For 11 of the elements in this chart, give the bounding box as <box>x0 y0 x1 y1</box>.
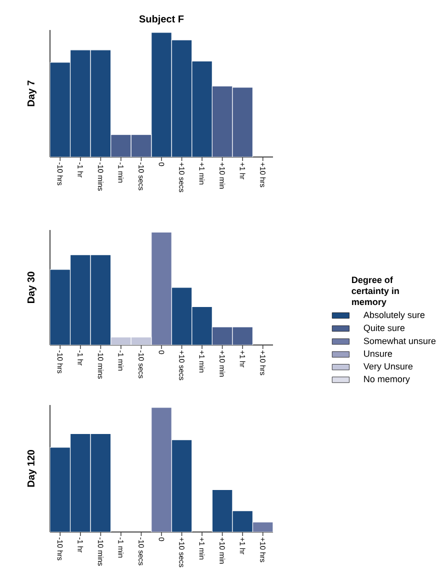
y-axis-title: Day 30 <box>27 272 36 303</box>
y-axis-title: Day 120 <box>27 450 36 487</box>
legend-label: Quite sure <box>364 324 405 333</box>
legend-label: Very Unsure <box>363 363 413 372</box>
legend-label: Absolutely sure <box>363 311 425 320</box>
chart-title: Subject F <box>139 15 184 24</box>
legend-label: Somewhat unsure <box>364 338 436 344</box>
legend-title: Degree of certainty in memory <box>352 276 399 307</box>
legend-label: No memory <box>364 376 410 384</box>
legend-label: Unsure <box>364 350 392 357</box>
y-axis-title: Day 7 <box>28 80 36 106</box>
